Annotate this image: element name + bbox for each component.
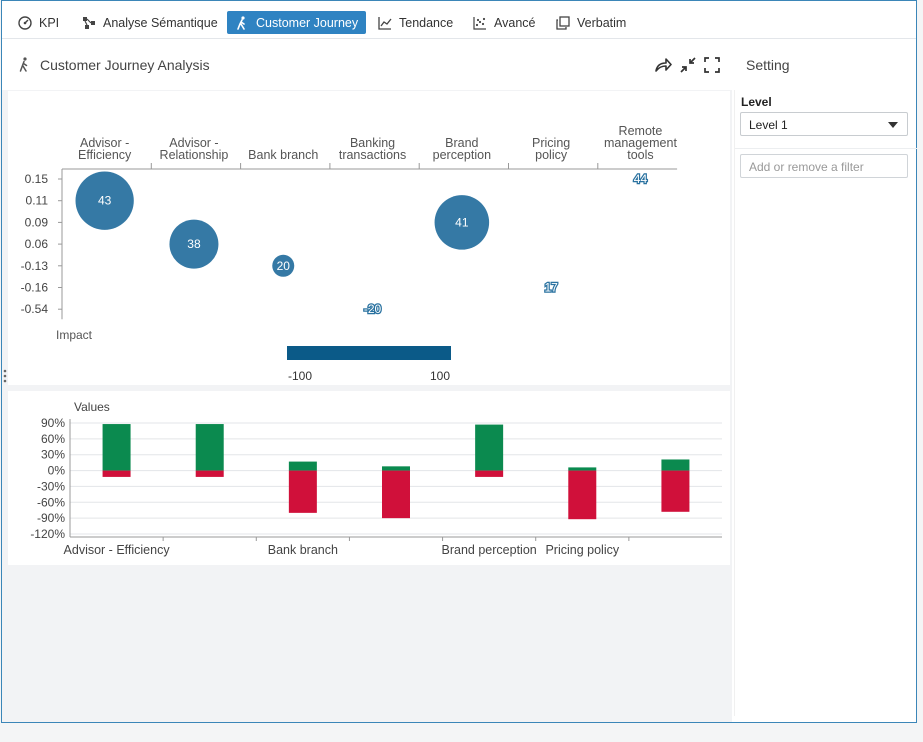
legend-max-label: 100 [430, 369, 450, 383]
settings-panel: Level Level 1 Add or remove a filter [734, 90, 917, 716]
panel-header: Customer Journey Analysis [2, 40, 730, 90]
tab-bar: KPI Analyse Sémantique Customer Journey … [2, 1, 916, 39]
y-axis-label: Impact [56, 328, 93, 342]
tab-label: Customer Journey [256, 15, 359, 30]
category-label: Banking transactions [339, 136, 406, 162]
y-tick-label: 0.06 [25, 237, 49, 251]
bar-positive [475, 424, 504, 471]
bar-chart-title: Values [74, 400, 110, 414]
share-icon[interactable] [654, 56, 672, 74]
tab-verbatim[interactable]: Verbatim [556, 11, 626, 34]
copy-icon [556, 15, 570, 30]
bubble [75, 171, 134, 230]
walking-person-icon [235, 15, 249, 30]
y-tick-label: -30% [37, 479, 65, 493]
bar-positive [382, 466, 410, 471]
bar-positive [661, 459, 690, 471]
network-icon [82, 16, 96, 30]
filter-placeholder: Add or remove a filter [749, 160, 864, 174]
settings-title: Setting [746, 57, 790, 73]
category-label: Remote management tools [604, 124, 677, 162]
bar-negative [288, 470, 317, 513]
bar-negative [382, 470, 410, 519]
bubble [272, 254, 295, 277]
app-frame: KPI Analyse Sémantique Customer Journey … [1, 0, 917, 723]
legend-min-label: -100 [288, 369, 312, 383]
bottom-strip [0, 723, 923, 742]
category-label: Advisor -Relationship [160, 136, 229, 162]
bar-negative [195, 470, 224, 477]
line-chart-icon [378, 16, 392, 30]
tab-label: Tendance [399, 15, 454, 30]
tab-tendance[interactable]: Tendance [378, 11, 453, 34]
color-legend-bar [287, 346, 451, 360]
category-label: Bank branch [248, 148, 318, 162]
bar-positive [288, 461, 317, 471]
bar-negative [475, 470, 504, 477]
x-tick-label: Brand perception [442, 543, 537, 557]
bubble [169, 219, 219, 269]
resize-handle-icon[interactable] [2, 367, 8, 385]
y-tick-label: 90% [41, 416, 65, 430]
bubble-label: 17 [544, 281, 558, 295]
tab-kpi[interactable]: KPI [18, 11, 59, 34]
category-label: Pricing policy [532, 136, 570, 162]
x-tick-label: Advisor - Efficiency [64, 543, 171, 557]
bubble-chart: Advisor -Efficiency Advisor -Relationship… [21, 124, 678, 383]
walking-person-icon [18, 57, 30, 77]
y-tick-label: -60% [37, 495, 65, 509]
y-tick-label: 60% [41, 432, 65, 446]
x-tick-label: Bank branch [268, 543, 338, 557]
level-label: Level [741, 95, 772, 109]
bubble [434, 195, 490, 250]
bubble-label: 43 [98, 194, 112, 208]
compress-icon[interactable] [679, 56, 697, 74]
caret-down-icon [888, 122, 898, 128]
bubble-label: 41 [455, 215, 469, 229]
bar-positive [195, 424, 224, 471]
category-label: Advisor -Efficiency [78, 136, 132, 162]
bar-negative [102, 470, 131, 477]
y-tick-label: 0.11 [26, 194, 49, 208]
scatter-icon [473, 16, 487, 30]
y-tick-label: 0% [48, 464, 66, 478]
bar-chart-panel: Values 90% 60% 30% 0% -30% -60% -90% -120% Adviso… [8, 391, 730, 565]
bar-positive [102, 424, 131, 471]
y-tick-label: -0.54 [21, 302, 49, 316]
bar-negative [661, 470, 690, 512]
dashboard-icon [18, 15, 32, 30]
y-tick-label: 0.15 [25, 172, 49, 186]
category-label: Brand perception [433, 136, 491, 162]
y-tick-label: -120% [30, 527, 65, 541]
bubble-label: 20 [277, 259, 291, 273]
y-tick-label: -90% [37, 511, 65, 525]
level-dropdown[interactable]: Level 1 [740, 112, 908, 136]
bubble-label: 44 [634, 172, 648, 186]
bar-negative [568, 470, 597, 520]
expand-icon[interactable] [703, 56, 721, 74]
level-value: Level 1 [749, 118, 788, 132]
divider [735, 148, 917, 149]
bubble-label: 38 [187, 237, 201, 251]
filter-input[interactable]: Add or remove a filter [740, 154, 908, 178]
tab-label: Analyse Sémantique [103, 15, 218, 30]
y-tick-label: 30% [41, 448, 65, 462]
y-tick-label: 0.09 [25, 215, 49, 229]
bar-chart: Values 90% 60% 30% 0%-30% -60% -90% -120% Adviso… [30, 400, 722, 557]
bubble-chart-panel: Advisor -Efficiency Advisor -Relationship… [8, 91, 730, 385]
tab-analyse-semantique[interactable]: Analyse Sémantique [82, 11, 218, 34]
bar-positive [568, 467, 597, 471]
tab-label: KPI [39, 15, 60, 30]
tab-customer-journey[interactable]: Customer Journey [227, 11, 367, 34]
tab-avance[interactable]: Avancé [473, 11, 535, 34]
x-tick-label: Pricing policy [545, 543, 619, 557]
y-tick-label: -0.13 [21, 259, 49, 273]
y-tick-label: -0.16 [21, 281, 49, 295]
page-title: Customer Journey Analysis [40, 57, 210, 73]
tab-label: Verbatim [577, 15, 627, 30]
tab-label: Avancé [494, 15, 536, 30]
bubble-label: -20 [364, 302, 382, 316]
